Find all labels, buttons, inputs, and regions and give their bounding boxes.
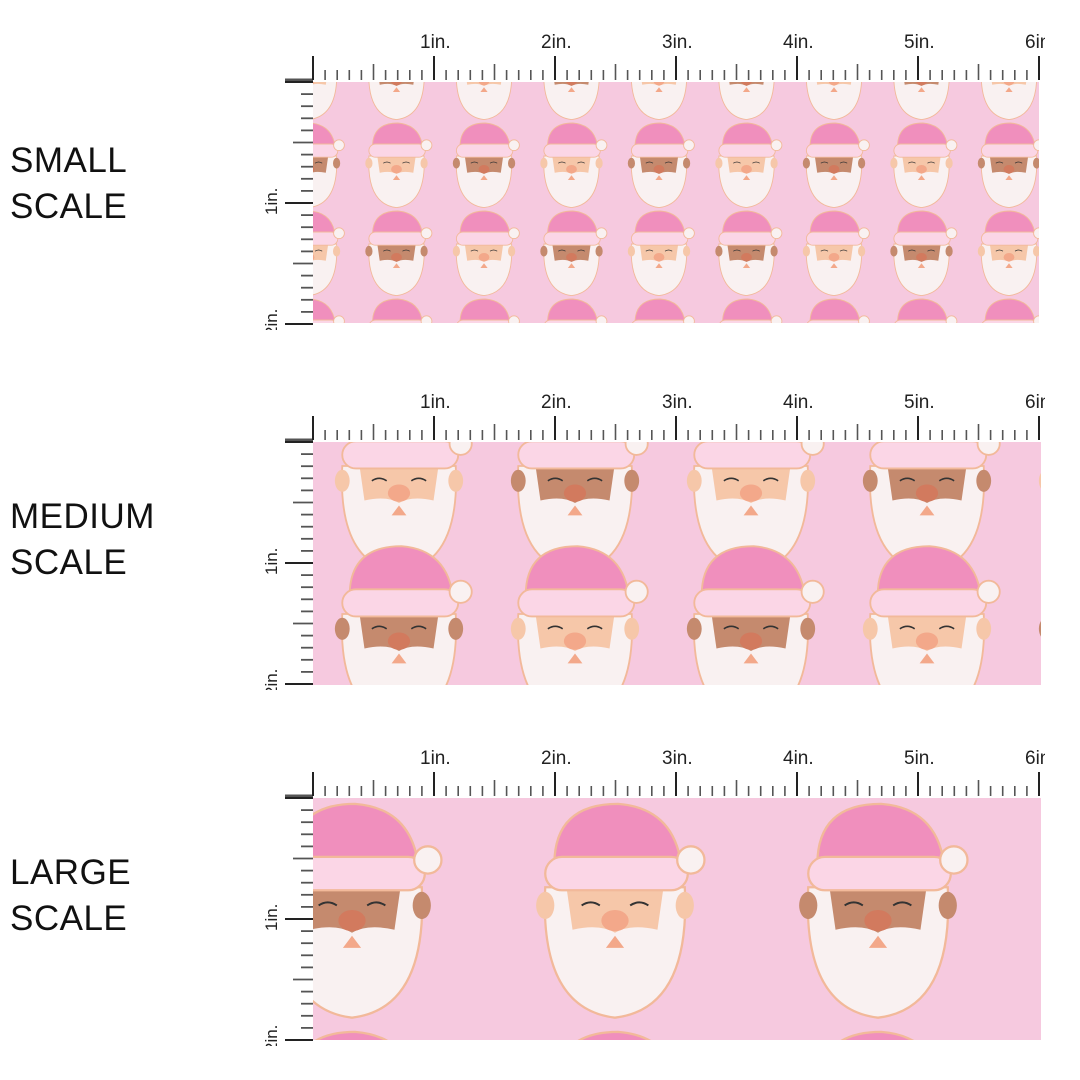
ruler-label: 2in. (262, 1025, 281, 1046)
santa-face-icon (313, 1030, 443, 1040)
fabric-swatch-small (313, 82, 1039, 323)
ruler-label: 3in. (662, 392, 693, 413)
ruler-label: 4in. (783, 32, 814, 53)
fabric-swatch-medium (313, 442, 1041, 685)
ruler-label: 1in. (262, 188, 281, 215)
ruler-label: 3in. (662, 748, 693, 769)
santa-face-icon (797, 802, 969, 1019)
santa-face-icon (534, 802, 706, 1019)
vertical-ruler: 1in. 2in. (262, 81, 313, 330)
ruler-label: 6in. (1025, 32, 1045, 53)
medium-scale-section: MEDIUM SCALE 1in. 2in. 3in. 4in. 5in. 6in. 1i… (10, 392, 1045, 690)
ruler-label: 5in. (904, 748, 935, 769)
horizontal-ruler: 1in. 2in. 3in. 4in. 5in. 6in. (285, 32, 1045, 82)
ruler-label: 1in. (420, 32, 451, 53)
santa-face-icon (313, 802, 443, 1019)
ruler-label: 2in. (541, 32, 572, 53)
ruler-label: 2in. (541, 748, 572, 769)
vertical-ruler: 1in. 2in. (262, 441, 313, 690)
horizontal-ruler: 1in. 2in. 3in. 4in. 5in. 6in. (285, 748, 1045, 798)
ruler-label: 4in. (783, 748, 814, 769)
ruler-label: 1in. (420, 748, 451, 769)
ruler-label: 2in. (262, 309, 281, 330)
ruler-label: 5in. (904, 392, 935, 413)
ruler-label: 1in. (420, 392, 451, 413)
ruler-label: 6in. (1025, 748, 1045, 769)
ruler-label: 6in. (1025, 392, 1045, 413)
ruler-label: 1in. (262, 548, 281, 575)
santa-face-icon (797, 1030, 969, 1040)
santa-face-icon (313, 802, 969, 1040)
large-scale-label: LARGE SCALE (10, 853, 132, 938)
ruler-label: 4in. (783, 392, 814, 413)
horizontal-ruler: 1in. 2in. 3in. 4in. 5in. 6in. (285, 392, 1045, 442)
ruler-label: 2in. (262, 669, 281, 690)
small-scale-label: SMALL SCALE (10, 141, 128, 226)
small-scale-section: SMALL SCALE 1in. 2in. 3in. 4in. 5in. 6in. 1in… (0, 0, 1080, 340)
medium-scale-label: MEDIUM SCALE (10, 497, 155, 582)
ruler-label: 1in. (262, 904, 281, 931)
vertical-ruler: 1in. 2in. (262, 797, 313, 1046)
ruler-label: 5in. (904, 32, 935, 53)
fabric-swatch-large (313, 798, 1041, 1040)
santa-face-icon (534, 1030, 706, 1040)
ruler-label: 2in. (541, 392, 572, 413)
ruler-label: 3in. (662, 32, 693, 53)
